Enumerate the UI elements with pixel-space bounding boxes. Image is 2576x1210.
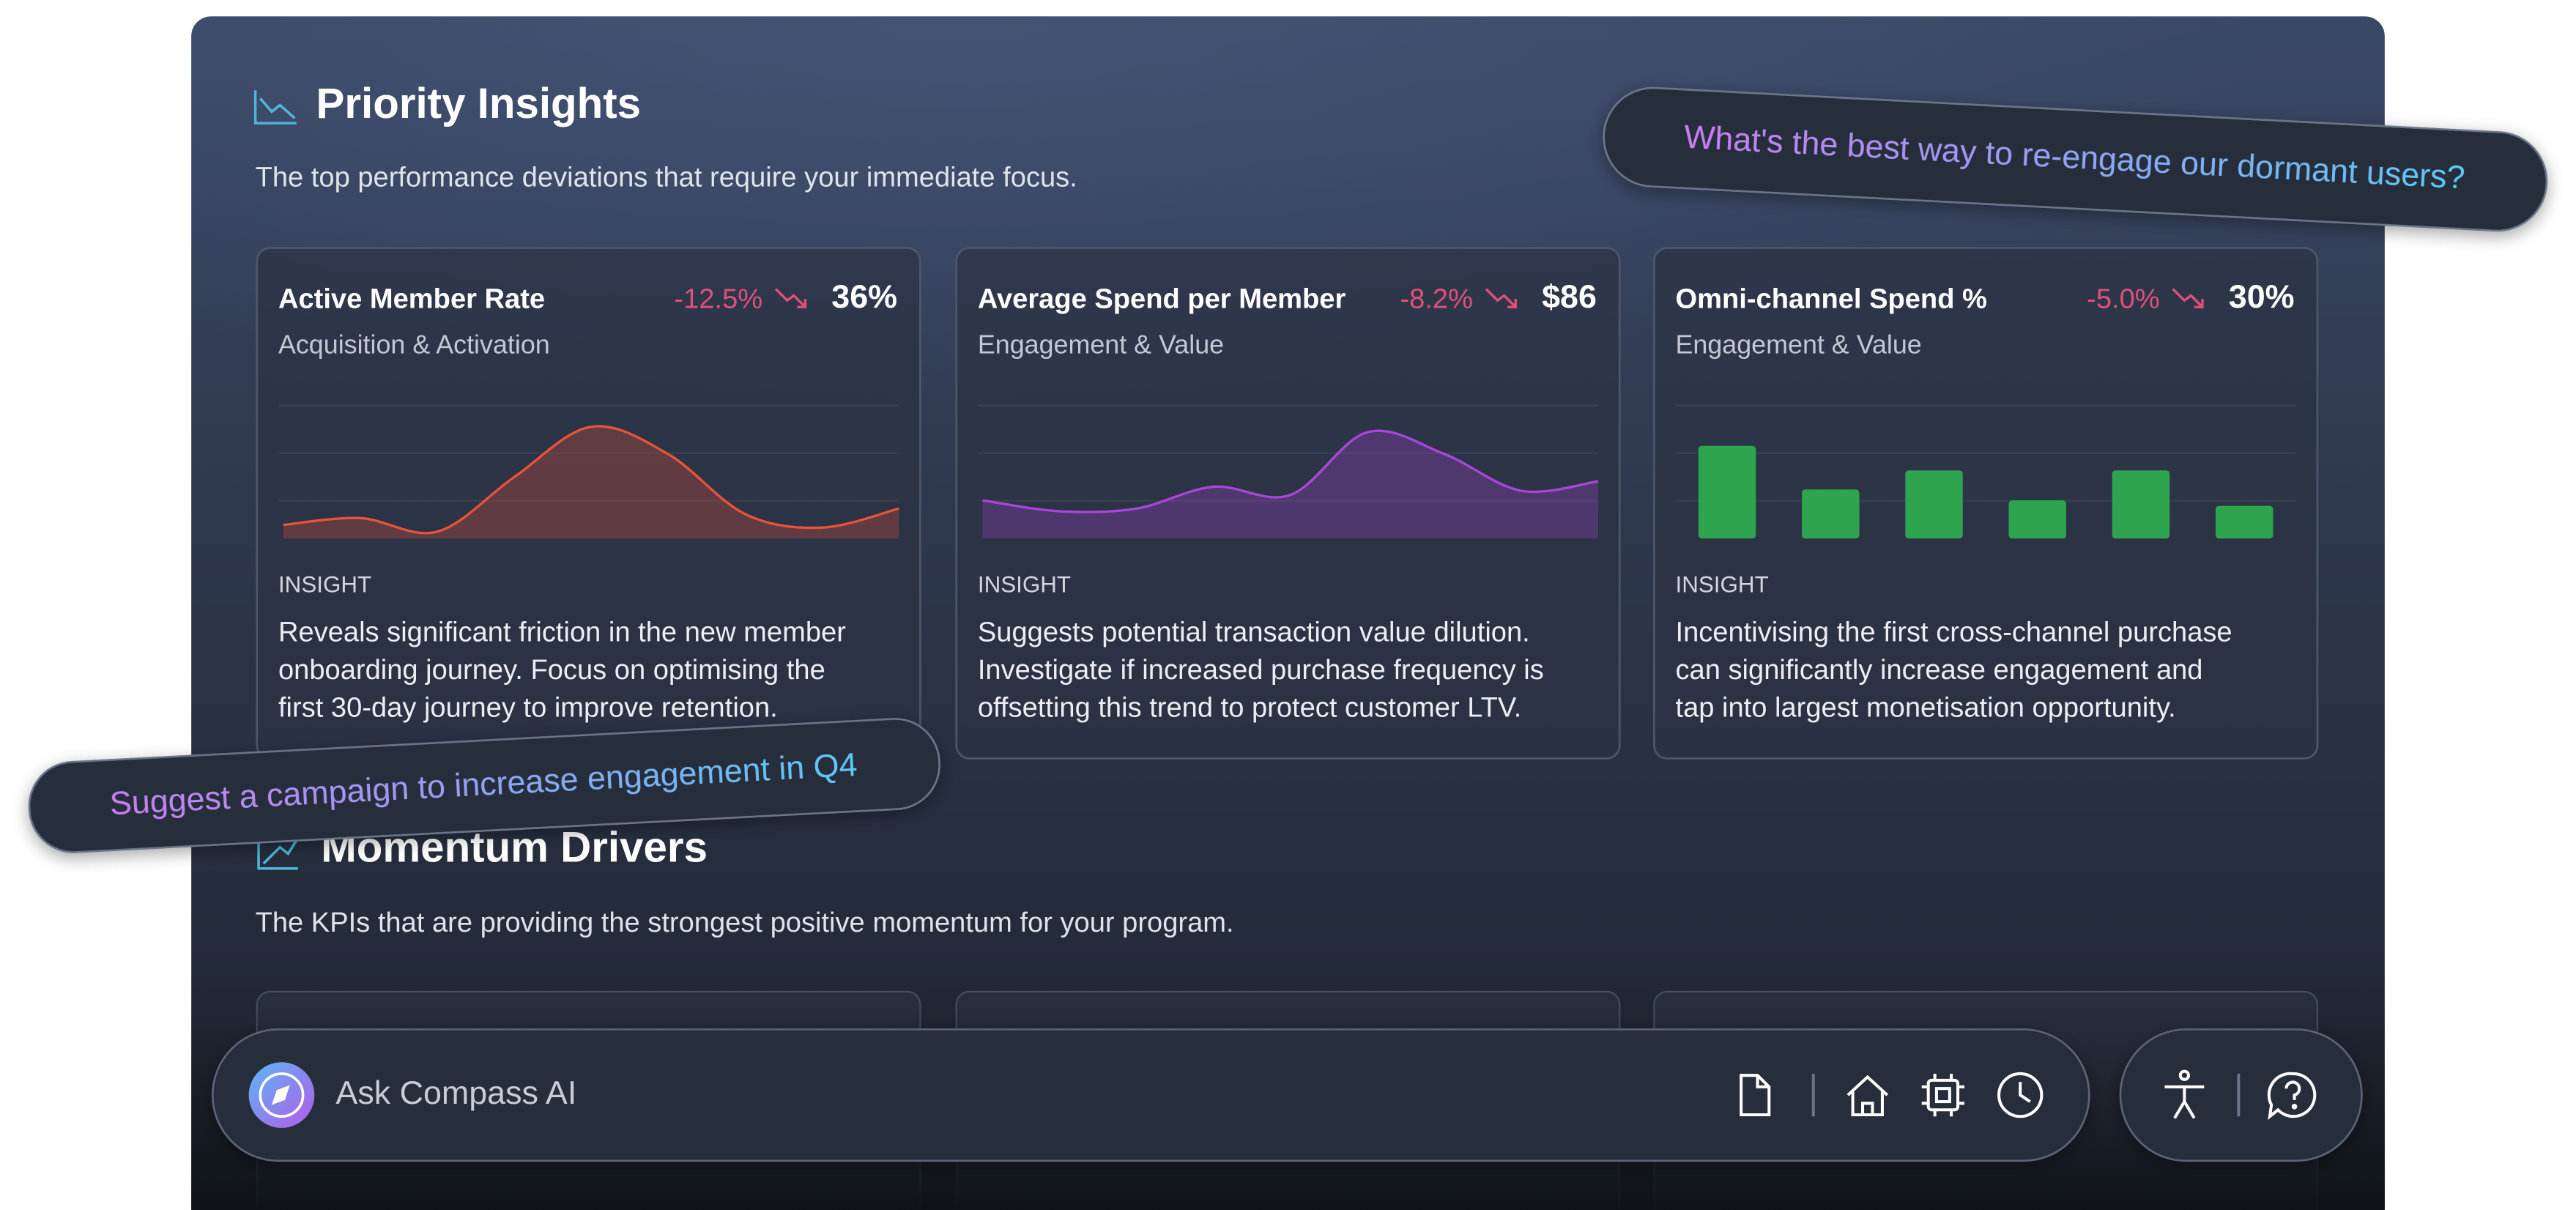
card-frame	[955, 247, 1621, 760]
bar	[1698, 445, 1756, 539]
bar	[2112, 470, 2170, 539]
chip-icon[interactable]	[1926, 1078, 1960, 1112]
section-subtitle: The top performance deviations that requ…	[256, 162, 1077, 193]
card-category: Engagement & Value	[1675, 330, 1921, 359]
history-icon[interactable]	[1997, 1072, 2044, 1118]
help-dot	[2291, 1103, 2298, 1110]
card-change: -8.2%	[1400, 283, 1473, 314]
file-icon[interactable]	[1740, 1074, 1771, 1117]
insight-card: Omni-channel Spend % 30% -5.0% Engagement &…	[1653, 247, 2319, 760]
ask-bar[interactable]	[211, 1028, 2090, 1162]
insight-text: Investigate if increased purchase freque…	[978, 655, 1544, 686]
help-icon[interactable]	[2267, 1072, 2317, 1120]
card-value: 36%	[831, 278, 897, 315]
down-arrow	[2172, 288, 2204, 308]
help-bar	[2119, 1028, 2363, 1162]
insight-label: INSIGHT	[278, 572, 371, 598]
help-mark	[2284, 1080, 2301, 1100]
accessibility-icon[interactable]	[2164, 1085, 2205, 1119]
insight-card: Average Spend per Member $86 -8.2% Engageme…	[955, 247, 1621, 760]
card-title: Average Spend per Member	[978, 283, 1346, 314]
compass-ring	[259, 1072, 305, 1118]
bar	[2008, 500, 2066, 539]
card-category: Acquisition & Activation	[278, 330, 550, 359]
insight-label: INSIGHT	[1675, 572, 1768, 598]
insight-card: Active Member Rate 36% -12.5% Acquisition &…	[256, 247, 921, 760]
insight-text: onboarding journey. Focus on optimising …	[278, 655, 825, 686]
insight-text: can significantly increase engagement an…	[1675, 655, 2202, 686]
bar	[2215, 505, 2274, 539]
trend-icon	[257, 837, 298, 870]
card-value: $86	[1542, 278, 1597, 315]
history-hands	[2019, 1082, 2031, 1103]
prompt-chip[interactable]: What's the best way to re-engage our dor…	[1601, 86, 2549, 234]
insight-text: Suggests potential transaction value dil…	[978, 617, 1530, 647]
insight-label: INSIGHT	[978, 572, 1071, 598]
insight-text: Reveals significant friction in the new …	[278, 617, 846, 647]
card-category: Engagement & Value	[978, 330, 1224, 359]
card-value: 30%	[2229, 278, 2295, 315]
down-arrow	[774, 288, 807, 308]
ask-input[interactable]: Ask Compass AI	[335, 1074, 576, 1111]
card-change: -12.5%	[674, 283, 762, 314]
bar	[1802, 489, 1860, 539]
chip-core	[1934, 1087, 1951, 1104]
trend-icon	[253, 90, 297, 125]
accessibility-head	[2178, 1069, 2190, 1081]
insight-text: offsetting this trend to protect custome…	[978, 692, 1522, 723]
area-fill	[283, 426, 899, 539]
card-change: -5.0%	[2087, 283, 2160, 314]
home-icon[interactable]	[1846, 1074, 1889, 1117]
card-row: Active Member Rate 36% -12.5% Acquisition &…	[256, 247, 2319, 760]
area-fill	[982, 431, 1599, 539]
toolbar-icons	[1740, 1072, 2044, 1118]
section-title: Priority Insights	[316, 80, 642, 127]
card-title: Active Member Rate	[278, 283, 545, 314]
prompt-chip[interactable]: Suggest a campaign to increase engagemen…	[27, 716, 942, 854]
insight-text: first 30-day journey to improve retentio…	[278, 692, 778, 723]
help-icons	[2164, 1069, 2317, 1120]
insight-text: Incentivising the first cross-channel pu…	[1675, 617, 2232, 647]
card-title: Omni-channel Spend %	[1675, 283, 1986, 314]
bar	[1905, 470, 1963, 539]
insight-text: tap into largest monetisation opportunit…	[1675, 692, 2175, 723]
section-subtitle: The KPIs that are providing the stronges…	[256, 908, 1234, 938]
card-frame	[1653, 247, 2319, 760]
down-arrow	[1485, 288, 1517, 308]
area-line	[982, 429, 1599, 513]
area-line	[283, 425, 899, 535]
chip-pins	[1921, 1073, 1965, 1117]
compass-needle	[271, 1085, 290, 1105]
